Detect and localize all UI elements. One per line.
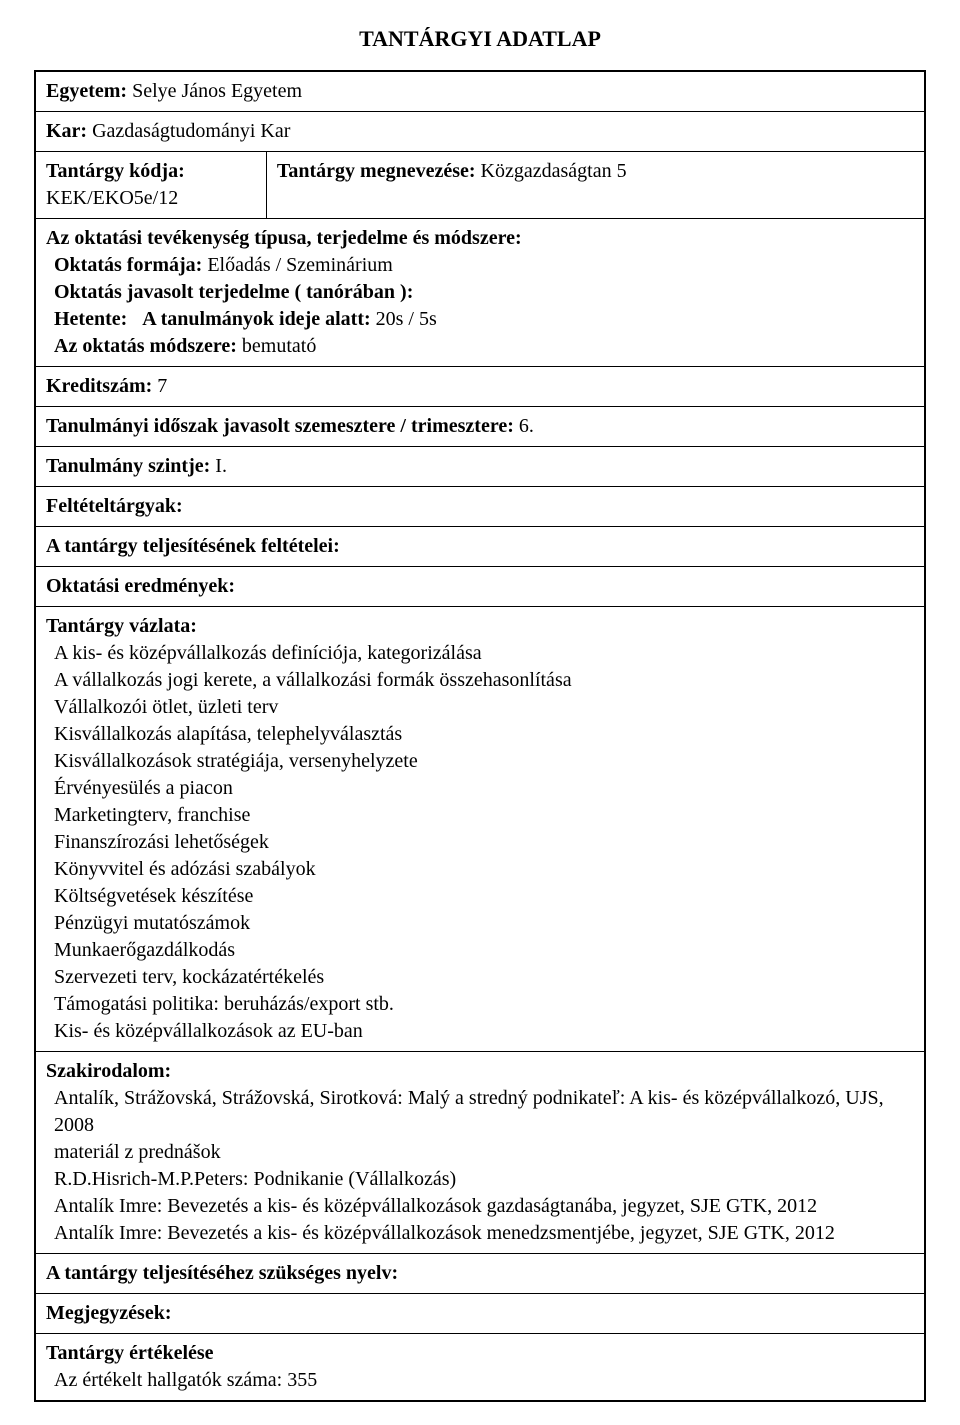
outline-item: Könyvvitel és adózási szabályok [46,856,914,883]
evaluation-count-value: 355 [287,1369,317,1391]
row-notes: Megjegyzések: [35,1294,925,1334]
cell-course-name: Tantárgy megnevezése: Közgazdaságtan 5 [266,152,925,219]
outline-item: Szervezeti terv, kockázatértékelés [46,964,914,991]
activity-method-value: bemutató [242,335,316,357]
row-period: Tanulmányi időszak javasolt szemesztere … [35,407,925,447]
row-activity: Az oktatási tevékenység típusa, terjedel… [35,219,925,367]
row-outline: Tantárgy vázlata: A kis- és középvállalk… [35,607,925,1052]
outline-item: Finanszírozási lehetőségek [46,829,914,856]
faculty-label: Kar: [46,120,87,142]
outline-item: Pénzügyi mutatószámok [46,910,914,937]
cell-course-code: Tantárgy kódja: KEK/EKO5e/12 [35,152,266,219]
credits-label: Kreditszám: [46,375,152,397]
outline-list: A kis- és középvállalkozás definíciója, … [46,640,914,1045]
level-label: Tanulmány szintje: [46,455,210,477]
outline-item: Marketingterv, franchise [46,802,914,829]
activity-extent-label: Oktatás javasolt terjedelme ( tanórában … [54,281,413,303]
activity-form-value: Előadás / Szeminárium [207,254,393,276]
activity-duration-label: A tanulmányok ideje alatt: [142,308,370,330]
literature-item: Antalík, Strážovská, Strážovská, Sirotko… [46,1085,914,1139]
credits-value: 7 [157,375,167,397]
row-credits: Kreditszám: 7 [35,367,925,407]
course-name-value: Közgazdaságtan 5 [481,160,627,182]
outline-item: Vállalkozói ötlet, üzleti terv [46,694,914,721]
row-university: Egyetem: Selye János Egyetem [35,71,925,112]
language-label: A tantárgy teljesítéséhez szükséges nyel… [46,1262,398,1284]
page: TANTÁRGYI ADATLAP Egyetem: Selye János E… [0,0,960,1422]
row-faculty: Kar: Gazdaságtudományi Kar [35,112,925,152]
literature-item: R.D.Hisrich-M.P.Peters: Podnikanie (Váll… [46,1166,914,1193]
prereq-label: Feltételtárgyak: [46,495,183,517]
row-evaluation: Tantárgy értékelése Az értékelt hallgató… [35,1334,925,1402]
activity-method-label: Az oktatás módszere: [54,335,237,357]
course-code-value: KEK/EKO5e/12 [46,185,256,212]
level-value: I. [215,455,227,477]
row-completion: A tantárgy teljesítésének feltételei: [35,527,925,567]
outline-item: A kis- és középvállalkozás definíciója, … [46,640,914,667]
university-value: Selye János Egyetem [132,80,302,102]
row-literature: Szakirodalom: Antalík, Strážovská, Stráž… [35,1052,925,1254]
completion-label: A tantárgy teljesítésének feltételei: [46,535,340,557]
document-title: TANTÁRGYI ADATLAP [34,26,926,52]
outcomes-label: Oktatási eredmények: [46,575,235,597]
literature-item: Antalík Imre: Bevezetés a kis- és középv… [46,1193,914,1220]
literature-label: Szakirodalom: [46,1058,914,1085]
outline-item: Kisvállalkozás alapítása, telephelyválas… [46,721,914,748]
outline-item: A vállalkozás jogi kerete, a vállalkozás… [46,667,914,694]
outline-item: Munkaerőgazdálkodás [46,937,914,964]
outline-item: Kisvállalkozások stratégiája, versenyhel… [46,748,914,775]
period-value: 6. [519,415,534,437]
row-language: A tantárgy teljesítéséhez szükséges nyel… [35,1254,925,1294]
period-label: Tanulmányi időszak javasolt szemesztere … [46,415,514,437]
row-level: Tanulmány szintje: I. [35,447,925,487]
outline-label: Tantárgy vázlata: [46,613,914,640]
outline-item: Költségvetések készítése [46,883,914,910]
literature-item: materiál z prednášok [46,1139,914,1166]
outline-item: Kis- és középvállalkozások az EU-ban [46,1018,914,1045]
evaluation-label: Tantárgy értékelése [46,1340,914,1367]
literature-list: Antalík, Strážovská, Strážovská, Sirotko… [46,1085,914,1247]
activity-duration-value: 20s / 5s [376,308,437,330]
notes-label: Megjegyzések: [46,1302,172,1324]
university-label: Egyetem: [46,80,127,102]
literature-item: Antalík Imre: Bevezetés a kis- és középv… [46,1220,914,1247]
row-outcomes: Oktatási eredmények: [35,567,925,607]
datasheet-table: Egyetem: Selye János Egyetem Kar: Gazdas… [34,70,926,1402]
row-prereq: Feltételtárgyak: [35,487,925,527]
faculty-value: Gazdaságtudományi Kar [92,120,290,142]
outline-item: Érvényesülés a piacon [46,775,914,802]
activity-form-label: Oktatás formája: [54,254,202,276]
course-name-label: Tantárgy megnevezése: [277,160,476,182]
activity-weekly-label: Hetente: [54,308,127,330]
outline-item: Támogatási politika: beruházás/export st… [46,991,914,1018]
evaluation-count-label: Az értékelt hallgatók száma: [54,1369,282,1391]
course-code-label: Tantárgy kódja: [46,158,256,185]
activity-header: Az oktatási tevékenység típusa, terjedel… [46,225,914,252]
